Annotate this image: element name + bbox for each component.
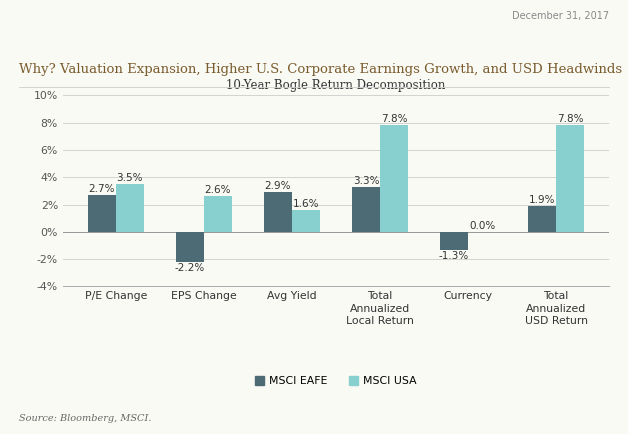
- Text: 2.9%: 2.9%: [264, 181, 291, 191]
- Legend: MSCI EAFE, MSCI USA: MSCI EAFE, MSCI USA: [251, 372, 421, 391]
- Text: 2.7%: 2.7%: [89, 184, 115, 194]
- Text: 0.0%: 0.0%: [469, 220, 495, 230]
- Text: 7.8%: 7.8%: [381, 114, 408, 124]
- Text: -1.3%: -1.3%: [439, 251, 469, 261]
- Title: 10-Year Bogle Return Decomposition: 10-Year Bogle Return Decomposition: [226, 79, 446, 92]
- Bar: [116, 184, 144, 232]
- Text: -2.2%: -2.2%: [175, 263, 205, 273]
- Bar: [556, 125, 584, 232]
- Text: December 31, 2017: December 31, 2017: [512, 11, 609, 21]
- Bar: [352, 187, 380, 232]
- Text: 3.5%: 3.5%: [117, 173, 143, 183]
- Bar: [380, 125, 408, 232]
- Bar: [88, 195, 116, 232]
- Bar: [440, 232, 468, 250]
- Text: Why? Valuation Expansion, Higher U.S. Corporate Earnings Growth, and USD Headwin: Why? Valuation Expansion, Higher U.S. Co…: [19, 63, 622, 76]
- Text: 7.8%: 7.8%: [557, 114, 583, 124]
- Text: Source: Bloomberg, MSCI.: Source: Bloomberg, MSCI.: [19, 414, 151, 423]
- Text: 1.9%: 1.9%: [529, 194, 555, 204]
- Text: 3.3%: 3.3%: [353, 175, 379, 185]
- Bar: [204, 197, 232, 232]
- Bar: [264, 192, 292, 232]
- Text: 2.6%: 2.6%: [205, 185, 231, 195]
- Bar: [528, 206, 556, 232]
- Text: 1.6%: 1.6%: [293, 199, 319, 209]
- Bar: [292, 210, 320, 232]
- Bar: [176, 232, 204, 262]
